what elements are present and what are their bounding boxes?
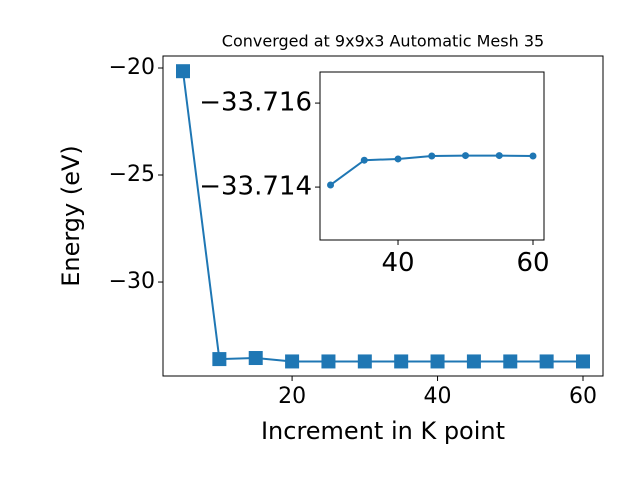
x-tick-label: 20 bbox=[278, 384, 306, 409]
x-tick-label: 40 bbox=[424, 384, 452, 409]
marker bbox=[357, 354, 372, 369]
marker bbox=[466, 354, 481, 369]
y-tick-label: −20 bbox=[109, 55, 155, 80]
marker bbox=[321, 354, 336, 369]
marker bbox=[430, 354, 445, 369]
y-tick-label: −25 bbox=[109, 162, 155, 187]
marker bbox=[462, 152, 470, 160]
chart-title: Converged at 9x9x3 Automatic Mesh 35 bbox=[222, 32, 544, 51]
marker bbox=[529, 152, 537, 160]
marker bbox=[327, 181, 335, 189]
marker bbox=[503, 354, 518, 369]
marker bbox=[394, 354, 409, 369]
x-axis-label: Increment in K point bbox=[261, 417, 505, 445]
marker bbox=[428, 152, 436, 160]
marker bbox=[495, 152, 503, 160]
x-tick-label: 60 bbox=[569, 384, 597, 409]
y-axis-label: Energy (eV) bbox=[57, 145, 85, 287]
marker bbox=[212, 352, 227, 367]
marker bbox=[285, 354, 300, 369]
y-tick-label: −30 bbox=[109, 269, 155, 294]
x-tick-label: 40 bbox=[381, 248, 414, 278]
y-tick-label: −33.716 bbox=[199, 88, 312, 118]
x-tick-label: 60 bbox=[516, 248, 549, 278]
marker bbox=[539, 354, 554, 369]
marker bbox=[248, 351, 263, 366]
marker bbox=[360, 156, 368, 164]
marker bbox=[394, 155, 402, 163]
marker bbox=[576, 354, 590, 369]
y-tick-label: −33.714 bbox=[199, 172, 312, 202]
marker bbox=[176, 64, 190, 79]
